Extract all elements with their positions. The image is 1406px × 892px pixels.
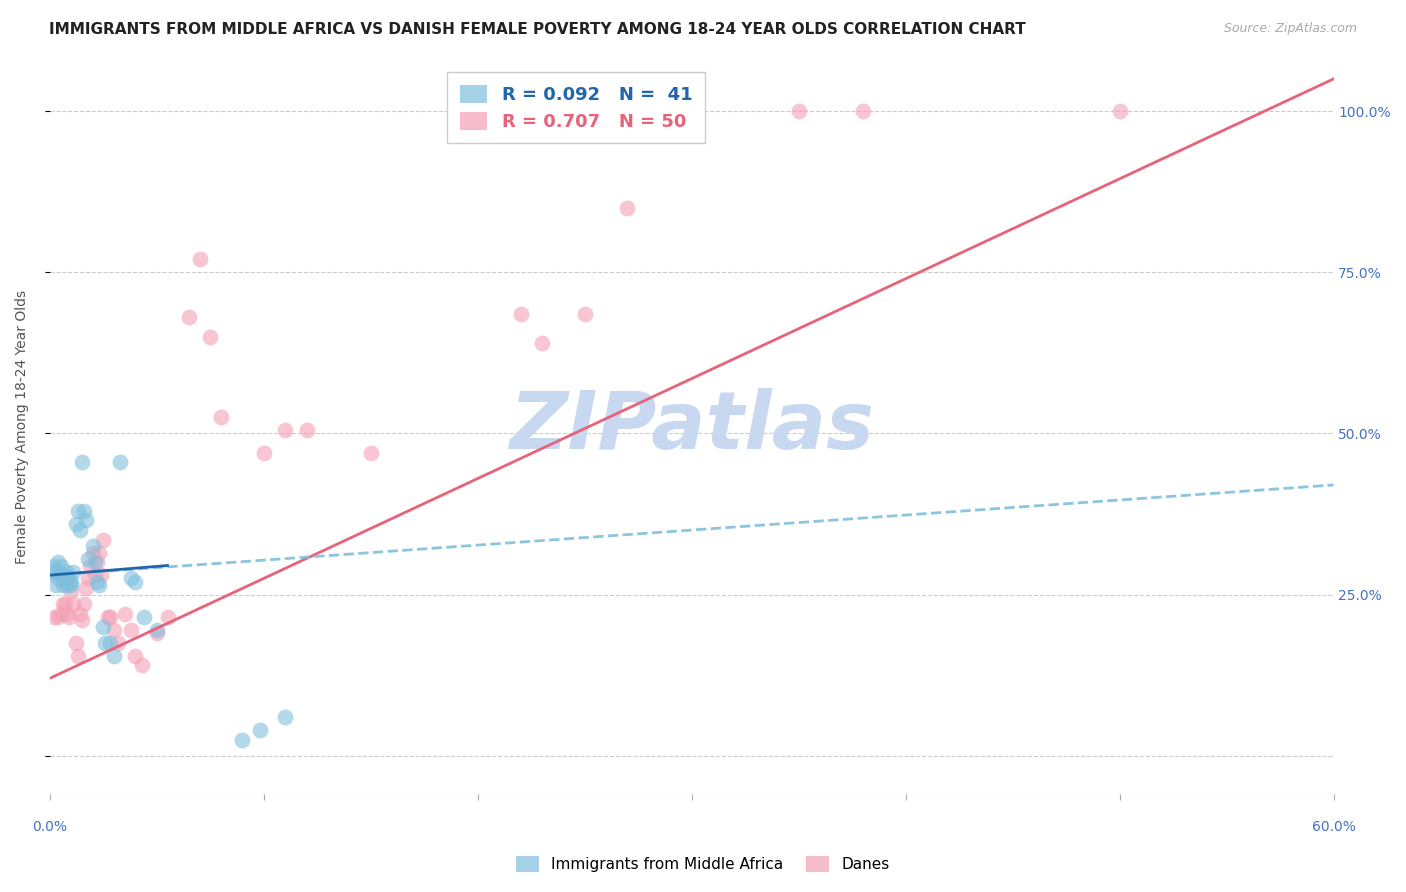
Point	[97, 610, 120, 624]
Point	[53, 568, 76, 582]
Point	[77, 571, 100, 585]
Point	[42, 558, 65, 573]
Point	[73, 504, 96, 518]
Point	[45, 565, 67, 579]
Point	[79, 558, 101, 573]
Point	[530, 336, 553, 351]
Point	[574, 307, 596, 321]
Point	[49, 568, 72, 582]
Point	[48, 610, 70, 624]
Point	[75, 581, 97, 595]
Point	[146, 626, 169, 640]
Point	[188, 252, 211, 267]
Point	[70, 613, 93, 627]
Point	[616, 201, 638, 215]
Point	[65, 636, 87, 650]
Point	[49, 558, 72, 573]
Point	[87, 546, 110, 560]
Point	[49, 607, 72, 621]
Point	[120, 571, 142, 585]
Point	[787, 104, 810, 119]
Point	[103, 623, 125, 637]
Point	[56, 607, 79, 621]
Point	[62, 565, 84, 579]
Point	[45, 578, 67, 592]
Point	[83, 568, 105, 582]
Point	[1108, 104, 1130, 119]
Point	[52, 578, 75, 592]
Point	[83, 555, 105, 569]
Point	[249, 723, 271, 737]
Point	[58, 571, 80, 585]
Point	[90, 568, 112, 582]
Point	[86, 574, 108, 589]
Point	[73, 597, 96, 611]
Point	[253, 446, 276, 460]
Point	[177, 310, 200, 325]
Point	[70, 455, 93, 469]
Point	[60, 574, 83, 589]
Text: 60.0%: 60.0%	[1312, 820, 1355, 834]
Point	[360, 446, 382, 460]
Point	[231, 732, 253, 747]
Text: ZIPatlas: ZIPatlas	[509, 388, 875, 466]
Text: 0.0%: 0.0%	[32, 820, 67, 834]
Point	[56, 578, 79, 592]
Point	[69, 523, 91, 537]
Point	[156, 610, 179, 624]
Point	[87, 578, 110, 592]
Point	[66, 504, 89, 518]
Y-axis label: Female Poverty Among 18-24 Year Olds: Female Poverty Among 18-24 Year Olds	[15, 290, 30, 564]
Point	[509, 307, 531, 321]
Point	[53, 574, 76, 589]
Point	[60, 584, 83, 599]
Point	[53, 597, 76, 611]
Point	[66, 648, 89, 663]
Point	[852, 104, 875, 119]
Legend: Immigrants from Middle Africa, Danes: Immigrants from Middle Africa, Danes	[509, 848, 897, 880]
Point	[98, 636, 121, 650]
Point	[120, 623, 142, 637]
Point	[48, 571, 70, 585]
Point	[52, 597, 75, 611]
Point	[75, 513, 97, 527]
Point	[110, 455, 132, 469]
Point	[56, 565, 79, 579]
Point	[295, 423, 318, 437]
Text: Source: ZipAtlas.com: Source: ZipAtlas.com	[1223, 22, 1357, 36]
Point	[42, 610, 65, 624]
Point	[69, 607, 91, 621]
Point	[98, 610, 121, 624]
Point	[52, 571, 75, 585]
Point	[114, 607, 136, 621]
Point	[103, 648, 125, 663]
Point	[48, 555, 70, 569]
Point	[124, 574, 146, 589]
Point	[65, 516, 87, 531]
Point	[82, 546, 104, 560]
Point	[146, 623, 169, 637]
Point	[82, 539, 104, 553]
Point	[274, 423, 297, 437]
Point	[200, 329, 222, 343]
Point	[60, 578, 83, 592]
Legend: R = 0.092   N =  41, R = 0.707   N = 50: R = 0.092 N = 41, R = 0.707 N = 50	[447, 72, 704, 144]
Point	[209, 410, 232, 425]
Point	[131, 658, 153, 673]
Point	[274, 710, 297, 724]
Text: IMMIGRANTS FROM MIDDLE AFRICA VS DANISH FEMALE POVERTY AMONG 18-24 YEAR OLDS COR: IMMIGRANTS FROM MIDDLE AFRICA VS DANISH …	[49, 22, 1026, 37]
Point	[107, 636, 129, 650]
Point	[62, 597, 84, 611]
Point	[86, 555, 108, 569]
Point	[94, 636, 117, 650]
Point	[77, 552, 100, 566]
Point	[91, 533, 114, 547]
Point	[132, 610, 155, 624]
Point	[41, 565, 63, 579]
Point	[91, 620, 114, 634]
Point	[124, 648, 146, 663]
Point	[58, 610, 80, 624]
